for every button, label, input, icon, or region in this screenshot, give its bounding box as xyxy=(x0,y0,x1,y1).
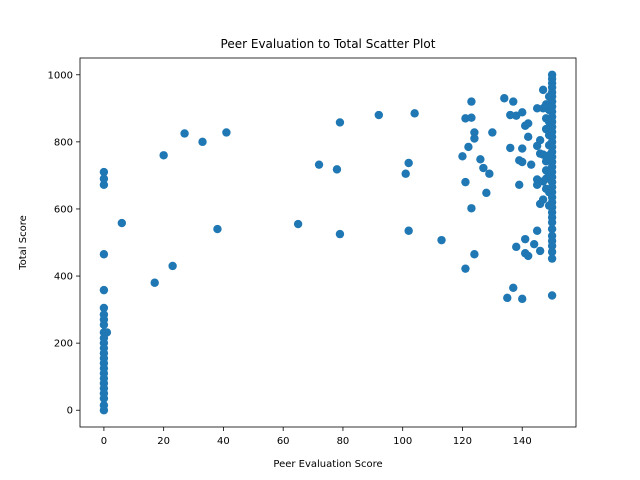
data-point xyxy=(547,241,557,251)
data-point xyxy=(509,283,518,292)
data-point xyxy=(401,169,410,178)
data-point xyxy=(461,177,470,187)
data-point xyxy=(547,254,557,263)
data-point xyxy=(99,320,109,329)
data-point xyxy=(180,129,189,138)
data-point xyxy=(437,235,446,245)
data-point xyxy=(168,261,177,271)
data-point xyxy=(532,226,542,235)
data-point xyxy=(410,109,419,118)
data-point xyxy=(332,165,342,174)
data-point xyxy=(314,160,324,169)
data-point xyxy=(523,119,533,128)
data-point xyxy=(512,242,521,252)
data-point xyxy=(535,135,545,145)
data-point xyxy=(529,239,539,249)
data-point xyxy=(404,226,413,235)
data-point xyxy=(458,152,467,161)
y-tick-label: 200 xyxy=(54,339,73,350)
data-point xyxy=(467,204,476,213)
data-point xyxy=(102,328,112,337)
x-tick-label: 140 xyxy=(513,436,532,447)
y-tick-label: 600 xyxy=(54,204,73,215)
x-tick-label: 100 xyxy=(393,436,412,447)
data-point xyxy=(467,113,476,122)
y-tick-label: 1000 xyxy=(48,70,73,81)
data-point xyxy=(99,167,109,177)
data-point xyxy=(547,224,557,234)
data-point xyxy=(488,128,497,137)
data-point xyxy=(464,142,473,152)
data-point xyxy=(461,264,470,273)
data-point xyxy=(518,108,527,117)
data-point xyxy=(99,406,109,415)
data-point xyxy=(518,294,527,304)
data-point xyxy=(117,218,127,228)
y-tick-label: 0 xyxy=(67,406,73,417)
data-point xyxy=(99,250,109,259)
data-point xyxy=(479,163,488,173)
data-point xyxy=(222,128,231,137)
x-tick-label: 80 xyxy=(337,436,350,447)
y-axis-label: Total Score xyxy=(18,215,29,271)
data-point xyxy=(335,229,345,239)
data-point xyxy=(293,219,303,229)
data-point xyxy=(150,278,159,287)
data-point xyxy=(470,128,479,137)
x-tick-label: 120 xyxy=(453,436,472,447)
data-point xyxy=(485,169,494,178)
data-point xyxy=(404,158,413,168)
data-point xyxy=(503,293,512,303)
data-point xyxy=(521,234,530,244)
data-point xyxy=(547,247,557,257)
data-point xyxy=(532,104,542,113)
x-tick-label: 20 xyxy=(157,436,170,447)
data-point xyxy=(159,151,168,160)
x-tick-label: 0 xyxy=(101,436,107,447)
data-point xyxy=(506,143,515,153)
data-point xyxy=(99,394,109,403)
data-points xyxy=(99,70,557,415)
data-point xyxy=(523,132,533,142)
data-point xyxy=(535,246,545,256)
data-point xyxy=(335,118,345,127)
x-tick-label: 40 xyxy=(217,436,230,447)
data-point xyxy=(547,218,557,227)
x-tick-label: 60 xyxy=(277,436,290,447)
data-point xyxy=(509,97,518,106)
y-axis-ticks: 0 200 400 600 800 1000 xyxy=(48,70,80,417)
chart-title: Peer Evaluation to Total Scatter Plot xyxy=(221,37,436,51)
data-point xyxy=(482,188,491,198)
data-point xyxy=(99,174,109,183)
data-point xyxy=(470,250,479,259)
data-point xyxy=(526,160,536,169)
data-point xyxy=(500,94,509,103)
data-point xyxy=(374,110,383,120)
x-axis-ticks: 0 20 40 60 80 100 120 140 xyxy=(101,427,532,447)
y-tick-label: 800 xyxy=(54,137,73,148)
data-point xyxy=(538,195,548,204)
data-point xyxy=(99,285,109,295)
data-point xyxy=(518,144,527,153)
data-point xyxy=(470,134,479,143)
data-point xyxy=(467,97,476,106)
data-point xyxy=(547,291,557,300)
data-point xyxy=(538,85,548,95)
data-point xyxy=(515,180,524,189)
data-point xyxy=(198,137,207,147)
y-tick-label: 400 xyxy=(54,272,73,283)
data-point xyxy=(518,157,527,167)
data-point xyxy=(99,180,109,189)
plot-area-frame xyxy=(79,57,577,428)
data-point xyxy=(213,224,222,234)
data-point xyxy=(99,303,109,313)
data-point xyxy=(476,155,485,164)
data-point xyxy=(523,251,533,261)
x-axis-label: Peer Evaluation Score xyxy=(273,459,382,470)
